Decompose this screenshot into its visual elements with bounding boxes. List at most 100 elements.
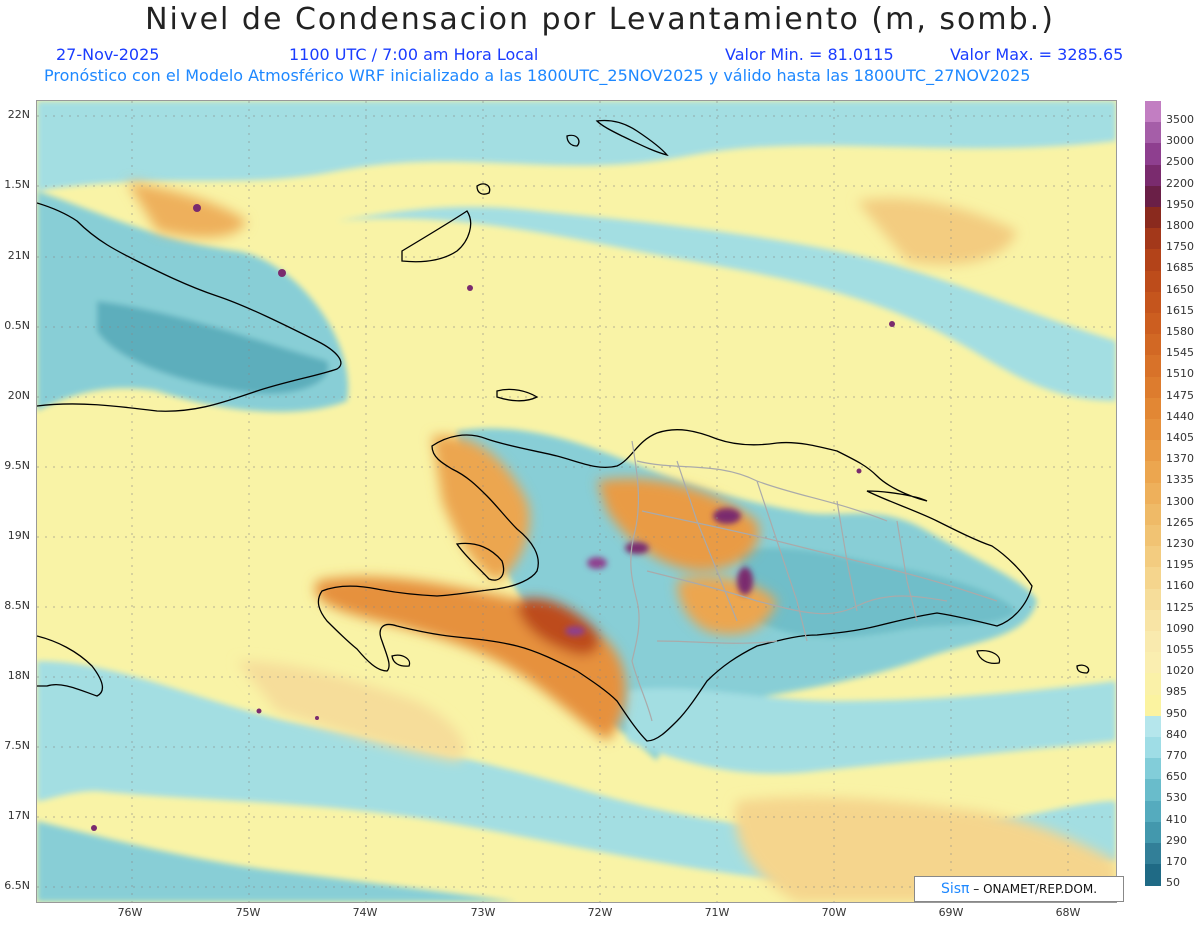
colorbar-swatch — [1145, 291, 1161, 314]
colorbar-label: 1020 — [1166, 664, 1194, 678]
lat-label: 9.5N — [4, 459, 30, 472]
colorbar-swatch — [1145, 779, 1161, 802]
lon-label: 69W — [938, 906, 964, 919]
colorbar-label: 985 — [1166, 685, 1187, 699]
colorbar-label: 3000 — [1166, 134, 1194, 148]
colorbar-swatch — [1145, 609, 1161, 632]
colorbar-swatch — [1145, 631, 1161, 653]
colorbar-label: 1090 — [1166, 621, 1194, 635]
colorbar-swatch — [1145, 715, 1161, 738]
colorbar — [1145, 101, 1161, 886]
lon-label: 72W — [587, 906, 613, 919]
colorbar-label: 1160 — [1166, 579, 1194, 593]
colorbar-swatch — [1145, 864, 1161, 886]
colorbar-swatch — [1145, 207, 1161, 229]
colorbar-label: 1335 — [1166, 473, 1194, 487]
sis-logo: Sisπ — [940, 881, 970, 897]
colorbar-swatch — [1145, 143, 1161, 166]
lcl-field-map — [37, 101, 1116, 902]
colorbar-label: 3500 — [1166, 113, 1194, 126]
colorbar-swatch — [1145, 652, 1161, 674]
lat-label: 20N — [7, 389, 30, 402]
time-label: 1100 UTC / 7:00 am Hora Local — [289, 45, 539, 64]
colorbar-swatch — [1145, 694, 1161, 717]
lat-label: 6.5N — [4, 879, 30, 892]
lon-label: 73W — [470, 906, 496, 919]
colorbar-swatch — [1145, 270, 1161, 293]
colorbar-label: 1685 — [1166, 261, 1194, 275]
colorbar-label: 770 — [1166, 749, 1187, 762]
colorbar-swatch — [1145, 164, 1161, 187]
lat-label: 8.5N — [4, 599, 30, 612]
map-title: Nivel de Condensacion por Levantamiento … — [145, 2, 1055, 37]
date-label: 27-Nov-2025 — [56, 45, 160, 64]
lat-label: 17N — [7, 809, 30, 822]
colorbar-swatch — [1145, 482, 1161, 505]
colorbar-swatch — [1145, 185, 1161, 208]
colorbar-label: 170 — [1166, 855, 1187, 868]
lat-label: 21N — [7, 249, 30, 262]
colorbar-swatch — [1145, 440, 1161, 462]
colorbar-label: 1300 — [1166, 494, 1194, 508]
lon-label: 71W — [704, 906, 730, 919]
colorbar-swatch — [1145, 376, 1161, 399]
lat-label: 22N — [7, 108, 30, 121]
colorbar-label: 650 — [1166, 770, 1187, 784]
colorbar-label: 1580 — [1166, 325, 1194, 338]
colorbar-label: 50 — [1166, 876, 1180, 890]
colorbar-label: 1125 — [1166, 600, 1194, 614]
lon-label: 75W — [235, 906, 261, 919]
colorbar-label: 1650 — [1166, 282, 1194, 296]
colorbar-swatch — [1145, 503, 1161, 526]
colorbar-swatch — [1145, 249, 1161, 272]
colorbar-label: 2500 — [1166, 155, 1194, 169]
lon-label: 74W — [352, 906, 378, 919]
colorbar-swatch — [1145, 525, 1161, 547]
credit-text: – ONAMET/REP.DOM. — [973, 882, 1098, 896]
colorbar-label: 840 — [1166, 727, 1187, 741]
purple-patch — [625, 542, 649, 554]
colorbar-label: 1800 — [1166, 219, 1194, 232]
lat-label: 0.5N — [4, 319, 30, 332]
colorbar-label: 1055 — [1166, 643, 1194, 656]
province-borders — [630, 440, 998, 722]
colorbar-label: 1750 — [1166, 240, 1194, 254]
colorbar-label: 1510 — [1166, 367, 1194, 381]
colorbar-label: 1615 — [1166, 303, 1194, 317]
lon-label: 70W — [821, 906, 847, 919]
lat-label: 19N — [7, 529, 30, 542]
colorbar-label: 1475 — [1166, 388, 1194, 402]
lon-label: 76W — [117, 906, 143, 919]
colorbar-label: 1545 — [1166, 346, 1194, 360]
colorbar-label: 1265 — [1166, 515, 1194, 529]
colorbar-swatch — [1145, 397, 1161, 420]
colorbar-label: 530 — [1166, 791, 1187, 805]
colorbar-label: 1950 — [1166, 197, 1194, 211]
colorbar-swatch — [1145, 546, 1161, 568]
coastlines — [37, 119, 1090, 742]
colorbar-swatch — [1145, 313, 1161, 335]
colorbar-label: 290 — [1166, 833, 1187, 847]
colorbar-swatch — [1145, 800, 1161, 823]
colorbar-swatch — [1145, 419, 1161, 441]
colorbar-label: 410 — [1166, 812, 1187, 826]
colorbar-swatch — [1145, 101, 1161, 123]
colorbar-label: 1195 — [1166, 558, 1194, 572]
colorbar-swatch — [1145, 122, 1161, 144]
colorbar-label: 1405 — [1166, 431, 1194, 444]
colorbar-label: 1440 — [1166, 409, 1194, 423]
map-panel[interactable] — [36, 100, 1117, 903]
colorbar-swatch — [1145, 843, 1161, 865]
colorbar-swatch — [1145, 334, 1161, 356]
min-value-label: Valor Min. = 81.0115 — [725, 45, 894, 64]
colorbar-swatch — [1145, 821, 1161, 844]
colorbar-swatch — [1145, 673, 1161, 696]
colorbar-swatch — [1145, 461, 1161, 484]
colorbar-label: 1370 — [1166, 452, 1194, 466]
colorbar-label: 1230 — [1166, 537, 1194, 550]
colorbar-swatch — [1145, 355, 1161, 378]
forecast-description: Pronóstico con el Modelo Atmosférico WRF… — [44, 66, 1031, 85]
colorbar-swatch — [1145, 228, 1161, 250]
colorbar-swatch — [1145, 588, 1161, 611]
colorbar-swatch — [1145, 758, 1161, 780]
